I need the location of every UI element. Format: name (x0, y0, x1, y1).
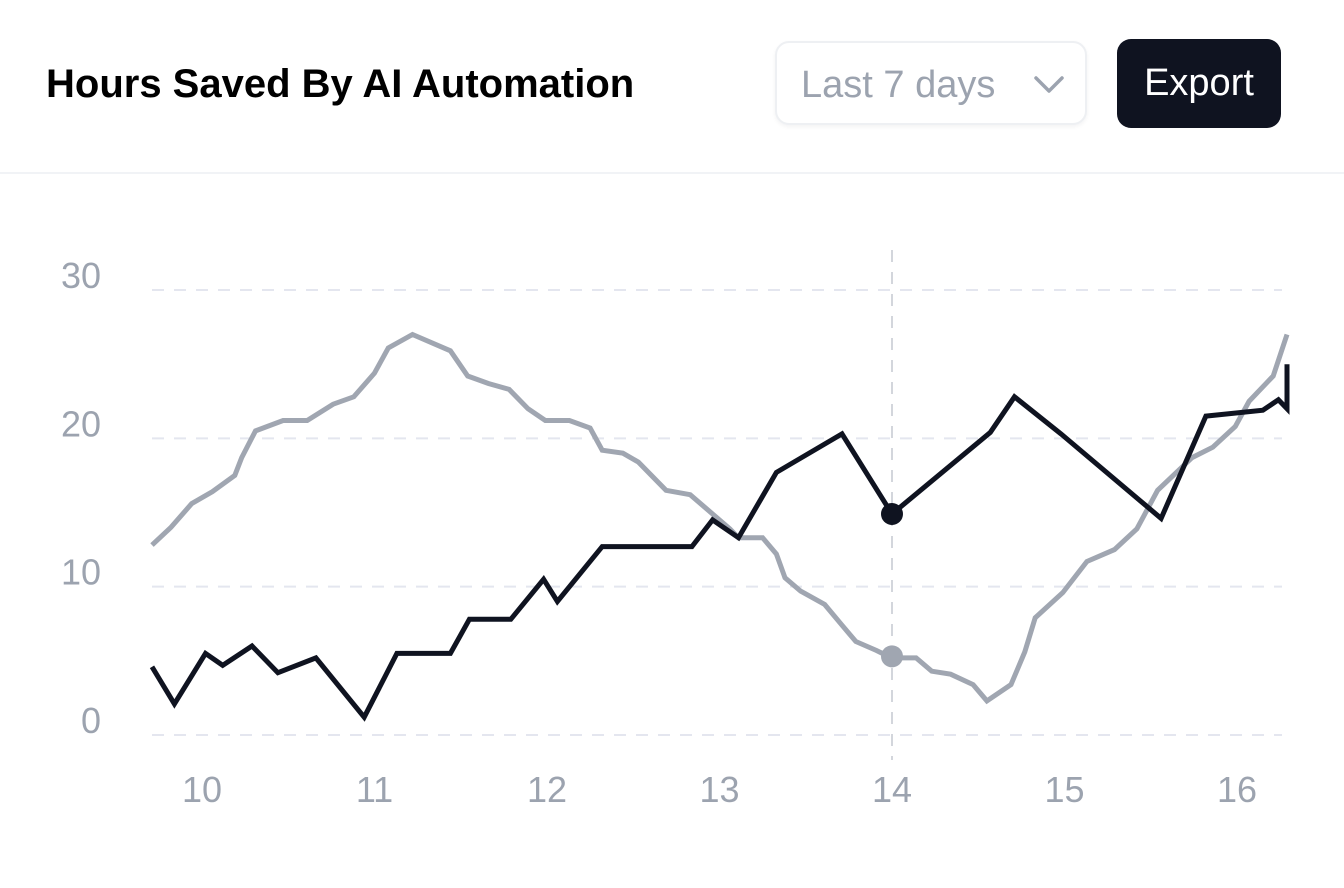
y-tick-label: 10 (61, 552, 101, 593)
y-tick-label: 30 (61, 255, 101, 296)
chevron-down-icon (1034, 76, 1064, 93)
series-line-2 (149, 364, 1290, 722)
date-range-select[interactable]: Last 7 days (775, 41, 1087, 125)
y-tick-label: 0 (81, 700, 101, 741)
card-header: Hours Saved By AI Automation Last 7 days… (0, 0, 1344, 174)
chart-title: Hours Saved By AI Automation (46, 62, 635, 106)
x-tick-label: 14 (872, 769, 912, 810)
date-range-value: Last 7 days (801, 64, 996, 106)
y-tick-label: 20 (61, 403, 101, 444)
series-line-1 (150, 331, 1290, 705)
x-tick-label: 10 (182, 769, 222, 810)
export-button[interactable]: Export (1117, 39, 1281, 128)
x-tick-label: 15 (1044, 769, 1084, 810)
x-tick-label: 16 (1217, 769, 1257, 810)
x-tick-label: 13 (699, 769, 739, 810)
x-tick-label: 12 (527, 769, 567, 810)
series-1-highlight-point[interactable] (880, 645, 903, 668)
series-2-highlight-point[interactable] (880, 502, 903, 525)
x-tick-label: 11 (356, 769, 393, 810)
